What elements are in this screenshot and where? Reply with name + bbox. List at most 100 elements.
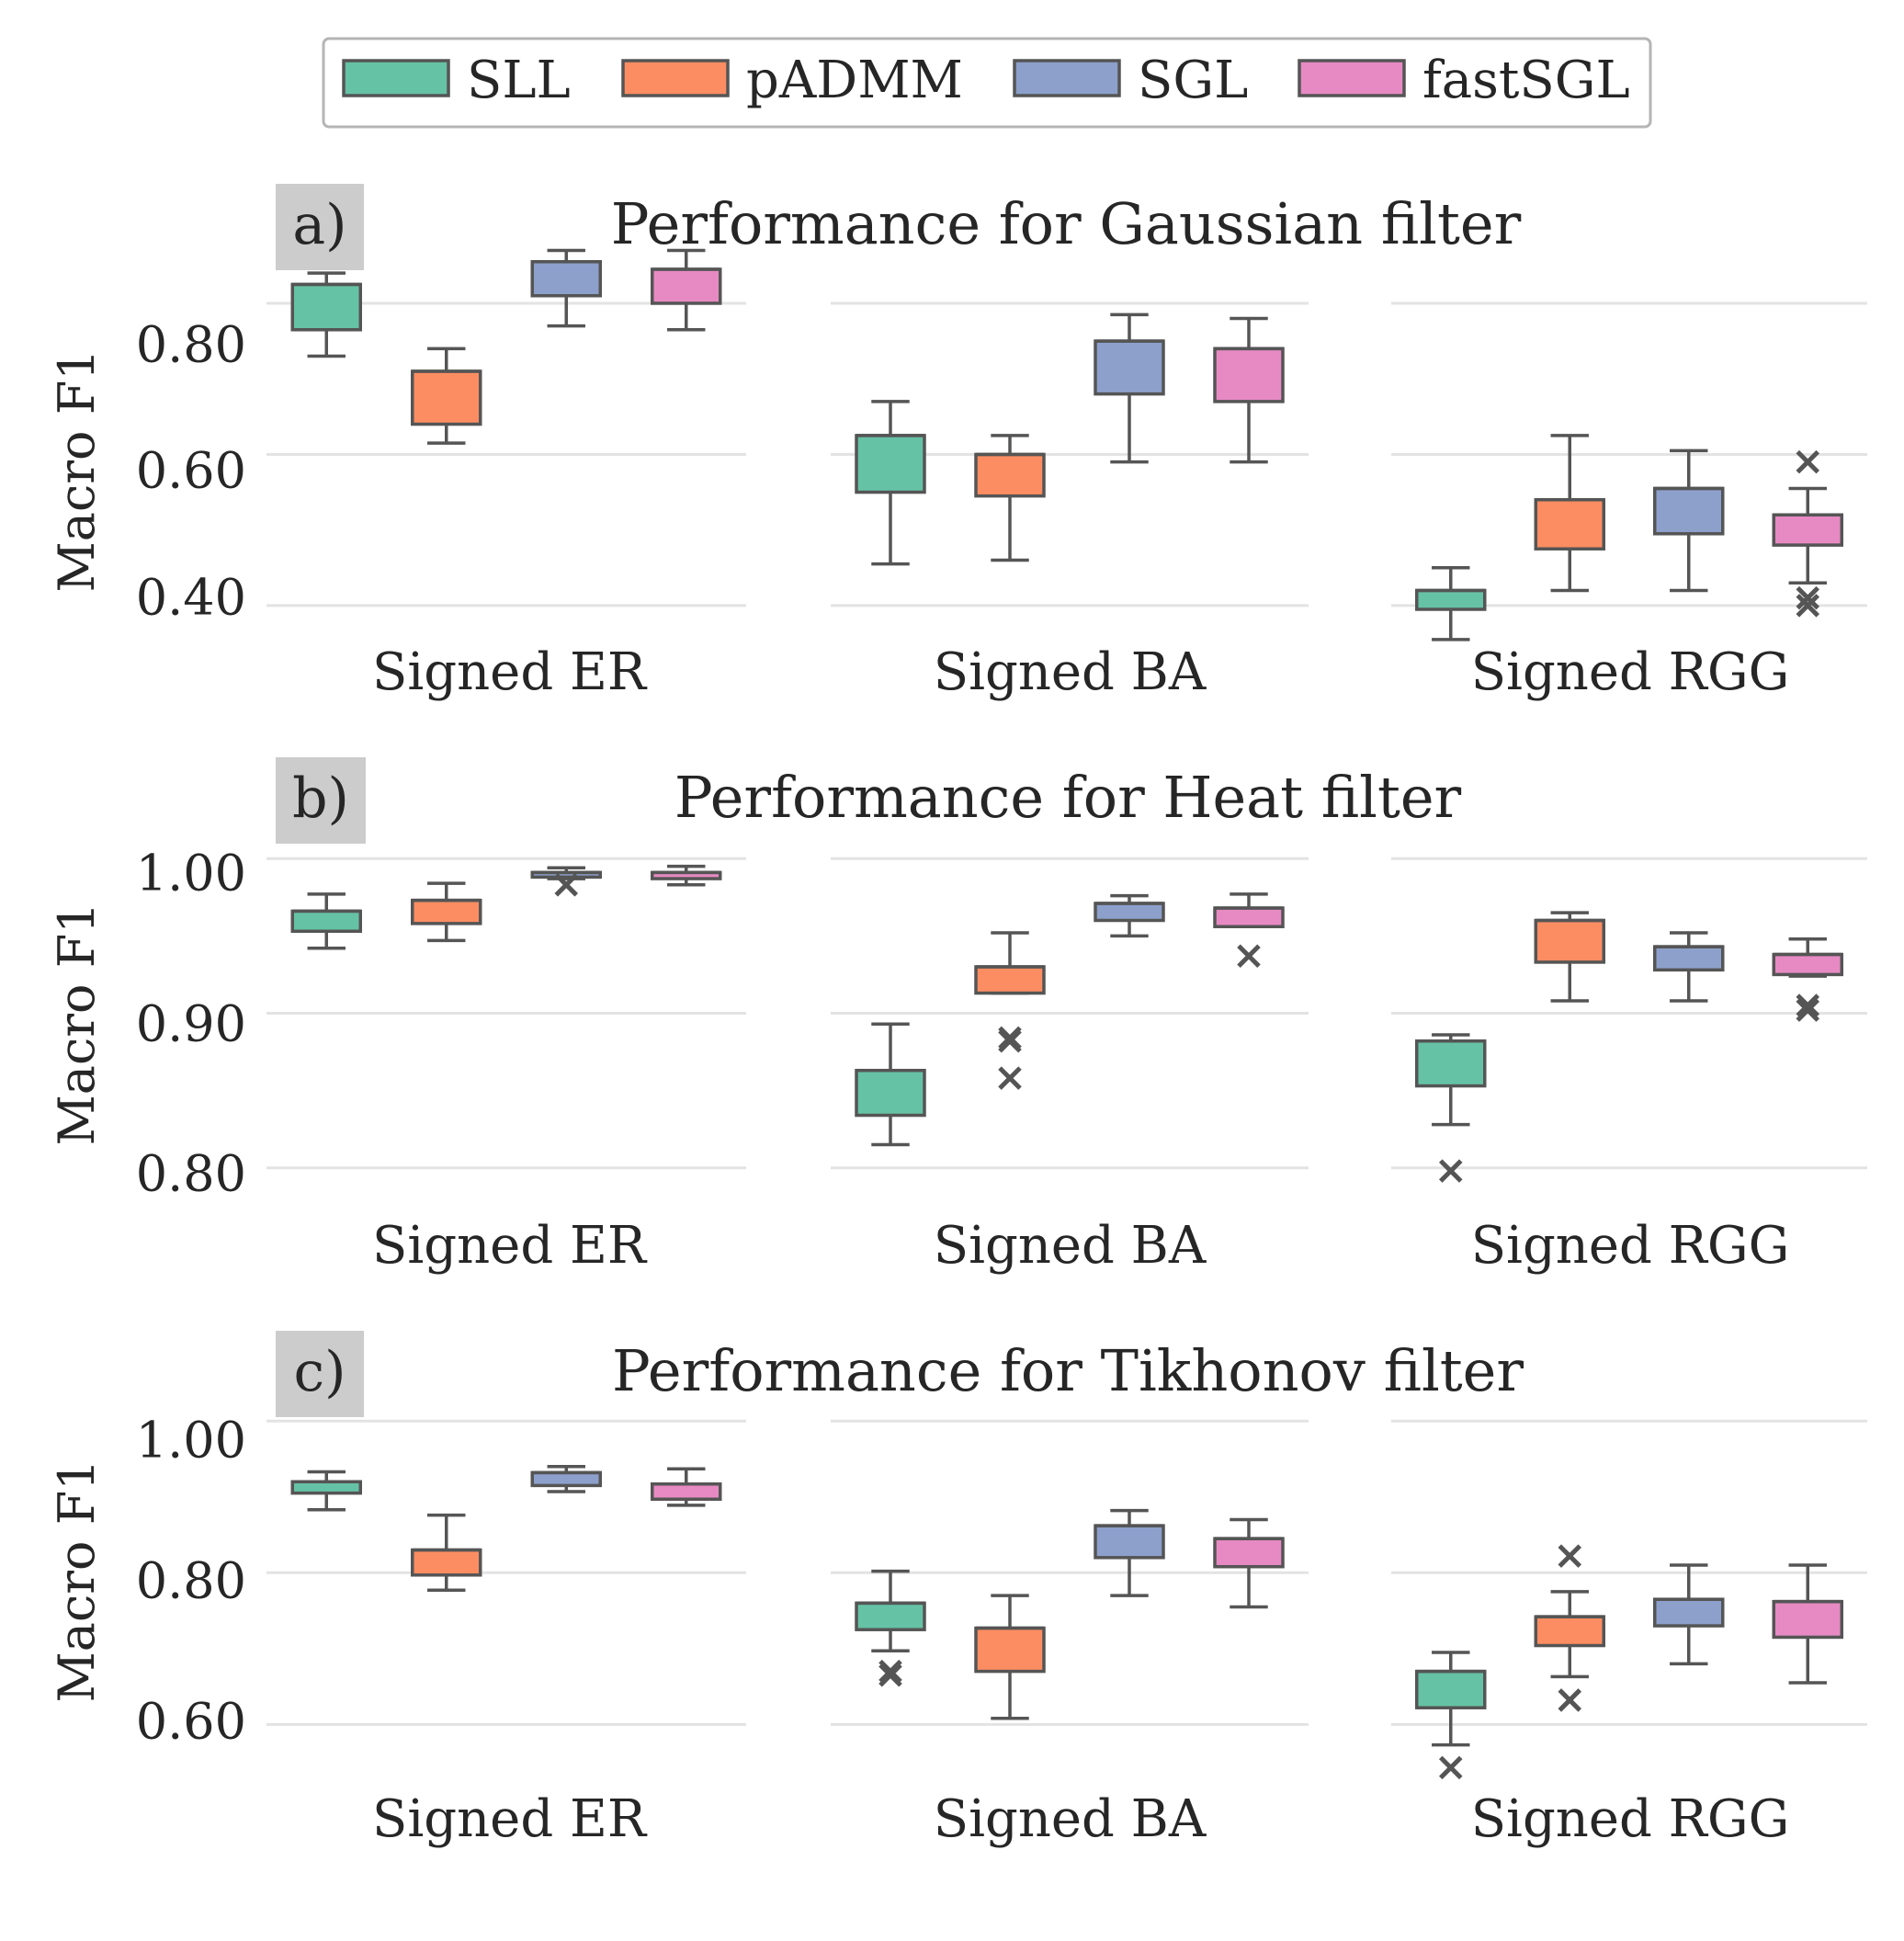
box-fastsgl xyxy=(1213,316,1285,464)
box-sgl xyxy=(1094,893,1165,938)
outlier-stroke xyxy=(1796,594,1820,618)
box-body xyxy=(1772,513,1843,547)
outlier-marker xyxy=(998,1028,1022,1053)
box-padmm xyxy=(411,346,482,445)
panel-b-marks xyxy=(266,857,1867,1183)
outlier-stroke xyxy=(1558,1688,1582,1712)
box-padmm xyxy=(974,1594,1046,1720)
outlier-stroke xyxy=(1237,944,1261,968)
box-body xyxy=(411,898,482,925)
box-sll xyxy=(1415,1651,1487,1780)
panel-tag-bg xyxy=(276,184,364,270)
panel-c: c) Performance for Tikhonov filter Macro… xyxy=(48,1331,1867,1849)
outlier-marker xyxy=(1558,1544,1582,1568)
category-label: Signed BA xyxy=(934,1789,1207,1849)
legend-swatch-sll xyxy=(342,59,450,97)
box-body xyxy=(855,434,926,494)
outlier-stroke xyxy=(1796,585,1820,610)
legend-swatch-fastsgl xyxy=(1298,59,1406,97)
box-body xyxy=(1094,339,1165,396)
category-label: Signed RGG xyxy=(1471,1789,1790,1849)
outlier-stroke xyxy=(1438,1755,1463,1780)
outlier-marker xyxy=(878,1659,902,1684)
box-padmm xyxy=(974,434,1046,562)
y-axis-label: Macro F1 xyxy=(48,348,106,592)
box-fastsgl xyxy=(1213,1517,1285,1609)
panel-b: b) Performance for Heat filter Macro F1 … xyxy=(48,757,1867,1276)
outlier-stroke xyxy=(1796,449,1820,474)
category-label: Signed BA xyxy=(934,642,1207,702)
outlier-marker xyxy=(878,1663,902,1687)
box-fastsgl xyxy=(651,1467,722,1507)
y-axis-label: Macro F1 xyxy=(48,902,106,1145)
box-sll xyxy=(290,271,362,358)
outlier-marker xyxy=(1237,944,1261,968)
box-sll xyxy=(855,1022,926,1147)
box-body xyxy=(1534,1615,1605,1648)
outlier-marker xyxy=(1796,594,1820,618)
legend: SLL pADMM SGL fastSGL xyxy=(322,37,1652,129)
y-tick-label: 0.60 xyxy=(136,442,246,500)
box-sgl xyxy=(1653,1563,1725,1666)
category-label: Signed RGG xyxy=(1471,642,1790,702)
box-padmm xyxy=(1534,1544,1605,1712)
box-body xyxy=(1772,1599,1843,1640)
box-sll xyxy=(290,892,362,950)
box-body xyxy=(290,282,362,332)
box-body xyxy=(1213,1537,1285,1569)
box-fastsgl xyxy=(1772,936,1843,1022)
category-label: Signed ER xyxy=(372,1789,648,1849)
box-body xyxy=(974,1626,1046,1674)
box-body xyxy=(290,909,362,934)
box-fastsgl xyxy=(1213,892,1285,968)
box-sgl xyxy=(1094,312,1165,464)
box-body xyxy=(1653,1597,1725,1628)
y-tick-label: 1.00 xyxy=(136,1412,246,1470)
legend-swatch-sgl xyxy=(1013,59,1121,97)
box-body xyxy=(1213,346,1285,403)
box-sll xyxy=(1415,1033,1487,1183)
box-body xyxy=(1415,1039,1487,1088)
box-sll xyxy=(855,1569,926,1687)
y-axis-label: Macro F1 xyxy=(48,1459,106,1702)
y-tick-label: 0.80 xyxy=(136,1145,246,1203)
box-sgl xyxy=(530,248,602,328)
outlier-marker xyxy=(554,873,579,897)
box-fastsgl xyxy=(1772,449,1843,618)
y-tick-label: 0.60 xyxy=(136,1693,246,1751)
outlier-stroke xyxy=(1796,998,1820,1022)
box-sgl xyxy=(1653,931,1725,1003)
box-body xyxy=(1213,906,1285,928)
panel-title: Performance for Tikhonov filter xyxy=(612,1337,1524,1404)
outlier-marker xyxy=(1438,1755,1463,1780)
box-body xyxy=(411,1548,482,1577)
outlier-stroke xyxy=(878,1659,902,1684)
box-body xyxy=(1653,486,1725,536)
box-body xyxy=(530,260,602,298)
legend-label-padmm: pADMM xyxy=(746,51,963,110)
outlier-stroke xyxy=(878,1663,902,1687)
box-padmm xyxy=(411,1513,482,1593)
y-tick-label: 0.90 xyxy=(136,995,246,1053)
outlier-marker xyxy=(1796,449,1820,474)
outlier-stroke xyxy=(1438,1159,1463,1183)
box-fastsgl xyxy=(1772,1563,1843,1685)
box-padmm xyxy=(1534,434,1605,593)
box-body xyxy=(974,965,1046,995)
y-tick-label: 0.80 xyxy=(136,316,246,374)
box-body xyxy=(1534,498,1605,551)
panel-tag-bg xyxy=(276,1331,364,1417)
outlier-stroke xyxy=(998,1066,1022,1090)
box-body xyxy=(1415,588,1487,611)
panel-tag: a) xyxy=(292,193,346,257)
outlier-stroke xyxy=(1558,1544,1582,1568)
box-body xyxy=(1415,1669,1487,1709)
box-sgl xyxy=(530,1465,602,1493)
box-body xyxy=(974,452,1046,498)
legend-label-fastsgl: fastSGL xyxy=(1422,51,1630,110)
box-padmm xyxy=(974,931,1046,1090)
panel-a-marks xyxy=(266,248,1867,641)
box-body xyxy=(1772,952,1843,977)
box-sll xyxy=(1415,566,1487,641)
panel-tag-bg xyxy=(276,757,366,844)
